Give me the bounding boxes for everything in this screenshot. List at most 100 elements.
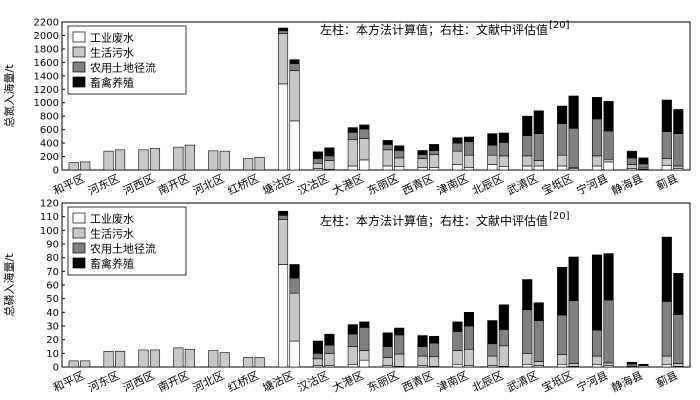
bar-left-汉沽区-畜禽养殖	[312, 340, 323, 354]
bar-left-大港区-畜禽养殖	[347, 324, 358, 335]
bar-left-西青区-农用土地径流	[417, 346, 428, 357]
bar-right-汉沽区-农用土地径流	[324, 344, 335, 354]
bar-right-北辰区-工业废水	[498, 166, 509, 171]
legend-swatch	[72, 31, 86, 43]
bar-right-汉沽区-生活污水	[324, 353, 335, 366]
bar-right-南开区-生活污水	[184, 348, 195, 368]
bar-left-宝坻区-畜禽养殖	[557, 105, 568, 124]
bar-left-宝坻区-生活污水	[557, 354, 568, 365]
legend-swatch	[72, 227, 86, 239]
legend-label: 畜禽养殖	[90, 257, 134, 271]
bar-right-河西区-生活污水	[149, 349, 161, 368]
bar-right-宝坻区-生活污水	[568, 363, 579, 367]
y-tick-label: 70	[46, 267, 59, 278]
bar-left-静海县-畜禽养殖	[626, 150, 637, 159]
bar-right-蓟县-生活污水	[673, 363, 684, 367]
y-tick-label: 200	[40, 152, 59, 163]
chart-note-reference: [20]	[549, 20, 570, 31]
category-label: 宝坻区	[539, 171, 575, 198]
y-tick-label: 1600	[34, 58, 59, 69]
bar-right-大港区-工业废水	[359, 159, 370, 171]
bar-left-南开区-生活污水	[173, 146, 184, 171]
bar-left-宝坻区-工业废水	[557, 165, 568, 171]
bar-left-东丽区-畜禽养殖	[382, 140, 393, 145]
bar-right-武清区-生活污水	[533, 361, 544, 366]
legend-swatch	[72, 46, 86, 58]
y-tick-label: 0	[53, 166, 59, 177]
bar-left-红桥区-生活污水	[243, 357, 254, 368]
category-label: 宝坻区	[539, 368, 575, 395]
bar-left-宁河县-畜禽养殖	[591, 97, 603, 120]
bar-left-东丽区-工业废水	[382, 165, 393, 171]
bar-left-东丽区-农用土地径流	[382, 346, 393, 358]
y-tick-label: 1400	[34, 71, 59, 82]
bar-left-宝坻区-工业废水	[557, 363, 568, 368]
bar-left-东丽区-生活污水	[382, 149, 393, 167]
bar-left-汉沽区-农用土地径流	[312, 158, 323, 164]
bar-left-和平区-生活污水	[68, 360, 79, 368]
legend-label: 工业废水	[90, 31, 134, 45]
bar-right-津南区-生活污水	[463, 154, 475, 168]
category-label: 北辰区	[470, 369, 505, 395]
bar-left-北辰区-生活污水	[487, 154, 498, 165]
bar-left-宝坻区-畜禽养殖	[557, 266, 568, 316]
chart-note-reference: [20]	[549, 211, 570, 222]
bar-right-河东区-生活污水	[115, 350, 126, 368]
bar-left-蓟县-畜禽养殖	[661, 99, 672, 132]
bar-right-和平区-生活污水	[80, 360, 91, 368]
bar-right-西青区-畜禽养殖	[429, 335, 440, 344]
bar-left-大港区-工业废水	[347, 165, 358, 171]
bar-right-塘沽区-畜禽养殖	[289, 59, 300, 65]
bar-left-北辰区-生活污水	[487, 355, 498, 366]
bar-left-东丽区-畜禽养殖	[382, 332, 393, 347]
bar-right-大港区-农用土地径流	[359, 327, 370, 351]
bar-right-河北区-生活污水	[219, 352, 230, 368]
bar-left-塘沽区-畜禽养殖	[277, 27, 289, 32]
bar-right-宝坻区-畜禽养殖	[568, 256, 579, 302]
bar-right-西青区-农用土地径流	[429, 150, 440, 155]
bar-right-宁河县-畜禽养殖	[603, 101, 614, 132]
bar-right-北辰区-农用土地径流	[498, 142, 509, 157]
bar-left-蓟县-畜禽养殖	[661, 236, 672, 302]
bar-left-武清区-畜禽养殖	[522, 279, 533, 310]
bar-right-南开区-生活污水	[184, 144, 195, 171]
bar-left-津南区-生活污水	[452, 350, 463, 365]
category-label: 汉沽区	[296, 172, 331, 198]
bar-left-蓟县-生活污水	[661, 355, 672, 365]
bar-right-武清区-生活污水	[533, 160, 544, 167]
bar-right-津南区-畜禽养殖	[463, 136, 475, 143]
bar-right-武清区-农用土地径流	[533, 320, 544, 362]
legend-label: 农用土地径流	[90, 242, 156, 256]
bar-left-塘沽区-生活污水	[277, 219, 289, 265]
category-label: 河东区	[86, 172, 121, 198]
category-label: 蓟县	[654, 172, 679, 193]
legend-swatch	[72, 257, 86, 269]
bar-left-津南区-农用土地径流	[452, 331, 463, 351]
bar-right-宁河县-生活污水	[603, 158, 614, 163]
legend-label: 畜禽养殖	[90, 76, 134, 90]
bar-left-宁河县-工业废水	[591, 165, 603, 171]
bar-right-宁河县-农用土地径流	[603, 299, 614, 364]
bar-left-南开区-生活污水	[173, 347, 184, 368]
bar-right-汉沽区-畜禽养殖	[324, 333, 335, 346]
bar-left-武清区-工业废水	[522, 165, 533, 171]
legend-box	[67, 25, 187, 95]
category-label: 河西区	[121, 172, 156, 198]
category-label: 东丽区	[365, 172, 400, 198]
bar-right-东丽区-工业废水	[394, 166, 405, 171]
category-label: 东丽区	[365, 369, 400, 395]
bar-left-塘沽区-畜禽养殖	[277, 210, 289, 216]
chart-panel-1: 0 200 400 600 800 1000 1200 1400 1600 1800 2000 220…	[2, 18, 691, 198]
y-tick-label: 600	[40, 125, 59, 136]
bar-right-宝坻区-畜禽养殖	[568, 95, 579, 129]
bar-left-武清区-生活污水	[522, 155, 533, 167]
category-label: 津南区	[435, 172, 470, 198]
bar-right-大港区-生活污水	[359, 350, 370, 361]
category-label: 蓟县	[654, 369, 679, 390]
bar-right-汉沽区-生活污水	[324, 160, 335, 170]
bar-left-汉沽区-畜禽养殖	[312, 151, 323, 159]
category-label: 红桥区	[226, 369, 261, 395]
bar-right-北辰区-畜禽养殖	[498, 132, 509, 143]
